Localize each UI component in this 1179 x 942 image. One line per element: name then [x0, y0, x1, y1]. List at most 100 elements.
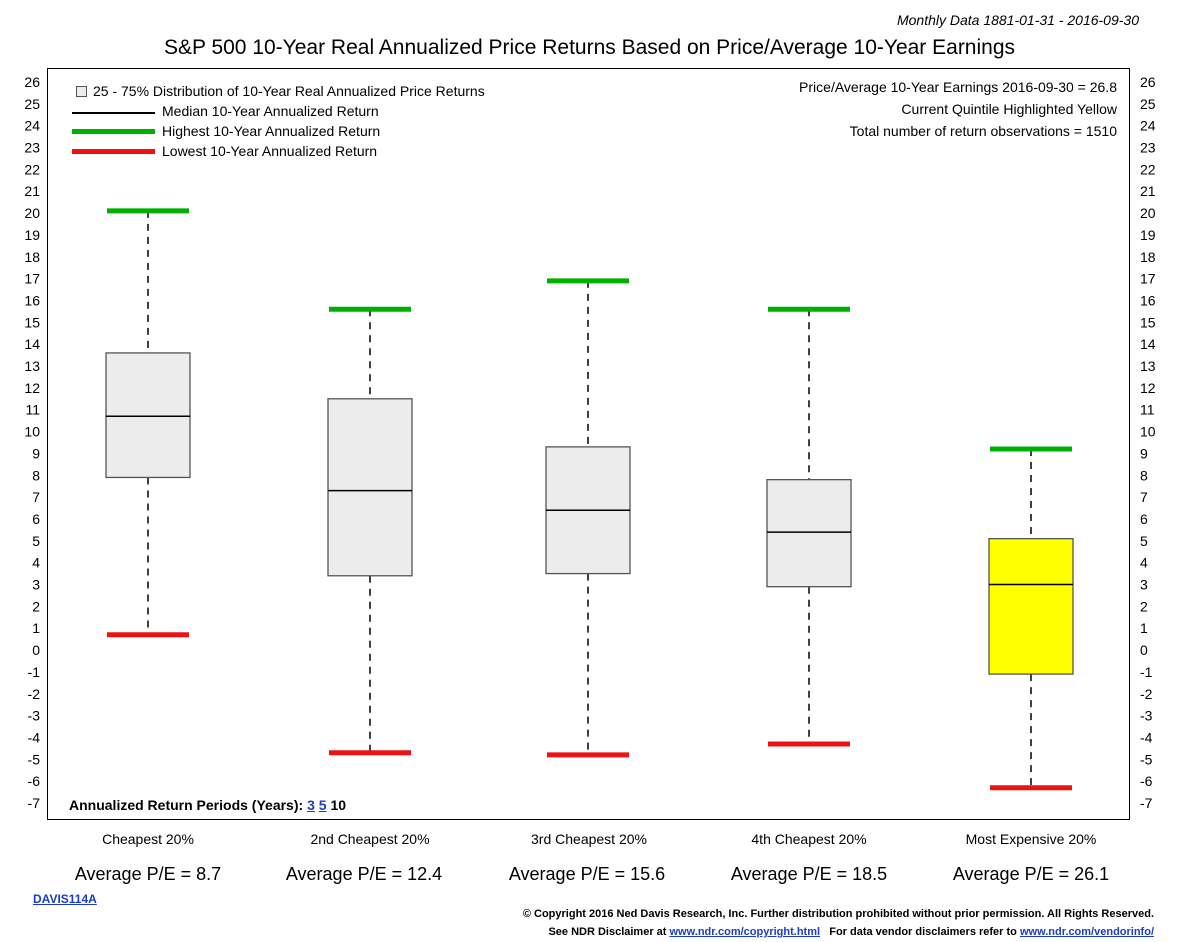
average-pe-label: Average P/E = 15.6	[508, 864, 666, 884]
copyright-link[interactable]: www.ndr.com/copyright.html	[669, 926, 821, 938]
y-tick-label-left: -5	[28, 751, 41, 767]
average-pe-label: Average P/E = 26.1	[952, 864, 1110, 884]
y-tick-label-right: 19	[1140, 227, 1156, 243]
y-tick-label-right: -1	[1140, 664, 1153, 680]
y-tick-label-right: 13	[1140, 358, 1156, 374]
disclaimer-prefix: See NDR Disclaimer at	[548, 926, 667, 938]
legend-lowest-label: Lowest 10-Year Annualized Return	[162, 143, 378, 159]
category-label: Most Expensive 20%	[965, 831, 1097, 847]
y-tick-label-right: 14	[1140, 336, 1156, 352]
y-tick-label-left: 24	[24, 118, 40, 134]
average-pe-label: Average P/E = 12.4	[285, 864, 443, 884]
y-tick-label-right: -3	[1140, 708, 1153, 724]
iqr-box	[327, 398, 413, 577]
y-tick-label-right: -4	[1140, 729, 1153, 745]
legend-highest-swatch	[72, 129, 155, 134]
legend-median-label: Median 10-Year Annualized Return	[162, 103, 379, 119]
y-tick-label-left: 25	[24, 96, 40, 112]
y-tick-label-right: 3	[1140, 577, 1148, 593]
copyright-notice: © Copyright 2016 Ned Davis Research, Inc…	[522, 908, 1154, 920]
category-label: Cheapest 20%	[102, 831, 194, 847]
y-tick-label-right: -2	[1140, 686, 1153, 702]
category-label: 3rd Cheapest 20%	[531, 831, 647, 847]
y-tick-label-left: 20	[24, 205, 40, 221]
y-tick-label-left: -2	[28, 686, 41, 702]
current-pe-note: Price/Average 10-Year Earnings 2016-09-3…	[799, 79, 1117, 95]
y-tick-label-left: 13	[24, 358, 40, 374]
y-tick-label-right: 8	[1140, 467, 1148, 483]
y-tick-label-right: 4	[1140, 555, 1148, 571]
legend-box-label: 25 - 75% Distribution of 10-Year Real An…	[93, 83, 485, 99]
y-tick-label-left: 2	[32, 598, 40, 614]
y-tick-label-right: 6	[1140, 511, 1148, 527]
y-tick-label-left: 9	[32, 445, 40, 461]
average-pe-label: Average P/E = 8.7	[74, 864, 222, 884]
vendor-link[interactable]: www.ndr.com/vendorinfo/	[1019, 926, 1154, 938]
y-tick-label-left: 3	[32, 577, 40, 593]
y-tick-label-right: 0	[1140, 642, 1148, 658]
y-tick-label-right: 26	[1140, 74, 1156, 90]
y-tick-label-left: 18	[24, 249, 40, 265]
y-tick-label-left: 1	[32, 620, 40, 636]
y-tick-label-right: 2	[1140, 598, 1148, 614]
y-tick-label-right: 1	[1140, 620, 1148, 636]
return-periods-label: Annualized Return Periods (Years):	[69, 797, 304, 813]
y-tick-label-left: 15	[24, 314, 40, 330]
y-tick-label-right: 7	[1140, 489, 1148, 505]
y-tick-label-left: 12	[24, 380, 40, 396]
chart-title: S&P 500 10-Year Real Annualized Price Re…	[163, 36, 1016, 59]
y-tick-label-right: -6	[1140, 773, 1153, 789]
vendor-prefix: For data vendor disclaimers refer to	[829, 926, 1017, 938]
period-3-link[interactable]: 3	[307, 797, 315, 813]
y-tick-label-left: 11	[25, 402, 40, 418]
y-tick-label-left: -6	[28, 773, 41, 789]
y-tick-label-left: 4	[32, 555, 40, 571]
y-tick-label-right: 22	[1140, 161, 1156, 177]
y-tick-label-left: 16	[24, 292, 40, 308]
y-tick-label-left: 19	[24, 227, 40, 243]
y-tick-label-right: 15	[1140, 314, 1156, 330]
legend-highest-label: Highest 10-Year Annualized Return	[162, 123, 381, 139]
y-tick-label-right: 20	[1140, 205, 1156, 221]
category-label: 4th Cheapest 20%	[751, 831, 867, 847]
plot-frame	[47, 68, 1130, 820]
y-tick-label-left: -1	[28, 664, 41, 680]
y-tick-label-left: 22	[24, 161, 40, 177]
y-tick-label-right: 12	[1140, 380, 1156, 396]
y-tick-label-right: 5	[1140, 533, 1148, 549]
period-5-link[interactable]: 5	[318, 797, 327, 813]
y-tick-label-right: 18	[1140, 249, 1156, 265]
legend-median-swatch	[72, 112, 155, 114]
y-tick-label-right: 11	[1140, 402, 1155, 418]
y-tick-label-left: -3	[28, 708, 41, 724]
iqr-box	[988, 537, 1074, 675]
y-tick-label-right: 21	[1140, 183, 1156, 199]
chart-code-link[interactable]: DAVIS114A	[33, 892, 97, 906]
y-tick-label-right: 16	[1140, 292, 1156, 308]
y-tick-label-left: 23	[24, 140, 40, 156]
average-pe-label: Average P/E = 18.5	[730, 864, 888, 884]
y-tick-label-left: 14	[24, 336, 40, 352]
iqr-box	[766, 478, 852, 588]
y-tick-label-right: -5	[1140, 751, 1153, 767]
legend-lowest-swatch	[72, 149, 155, 154]
y-tick-label-left: 26	[24, 74, 40, 90]
y-tick-label-left: 21	[24, 183, 40, 199]
y-tick-label-left: 6	[32, 511, 40, 527]
data-range-note: Monthly Data 1881-01-31 - 2016-09-30	[896, 12, 1139, 28]
y-tick-label-right: -7	[1140, 795, 1153, 811]
y-tick-label-left: 7	[32, 489, 40, 505]
period-10-current: 10	[330, 797, 347, 813]
y-tick-label-right: 23	[1140, 140, 1156, 156]
y-tick-label-left: 5	[32, 533, 40, 549]
y-tick-label-right: 17	[1140, 271, 1156, 287]
return-periods-selector: Annualized Return Periods (Years): 3 5 1…	[69, 797, 346, 813]
y-tick-label-left: 0	[32, 642, 40, 658]
y-tick-label-left: 10	[24, 424, 40, 440]
y-tick-label-right: 9	[1140, 445, 1148, 461]
y-tick-label-right: 25	[1140, 96, 1156, 112]
observation-count-note: Total number of return observations = 15…	[849, 123, 1117, 139]
y-tick-label-left: -4	[28, 729, 41, 745]
y-tick-label-left: -7	[28, 795, 41, 811]
y-tick-label-left: 8	[32, 467, 40, 483]
